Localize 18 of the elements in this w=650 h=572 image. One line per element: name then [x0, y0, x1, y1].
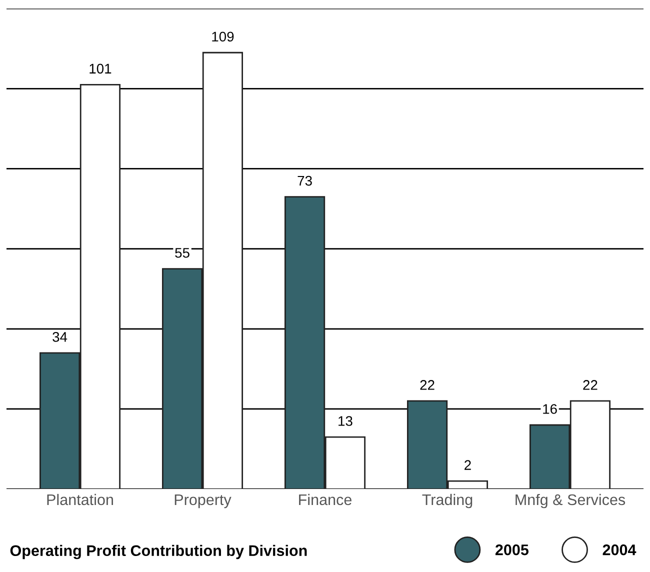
data-label: 101 [90, 64, 112, 74]
x-tick-label: Trading [422, 494, 472, 508]
data-label: 22 [420, 380, 434, 390]
data-label: 13 [338, 416, 352, 426]
data-label: 109 [212, 32, 234, 42]
x-tick-label: Mnfg & Services [516, 494, 626, 508]
text: Operating Profit Contribution by Division [10, 544, 307, 560]
data-label: 16 [543, 404, 557, 414]
legend-label: 2005 [495, 544, 529, 556]
x-tick-label: Finance [299, 494, 352, 506]
legend-label: 2004 [602, 544, 636, 556]
data-label: 73 [298, 176, 312, 186]
data-label: 55 [175, 248, 190, 258]
data-label: 34 [52, 332, 68, 342]
x-tick-label: Plantation [47, 494, 113, 506]
x-tick-label: Property [174, 494, 232, 508]
data-label: 2 [464, 460, 471, 470]
data-label: 22 [583, 380, 598, 390]
